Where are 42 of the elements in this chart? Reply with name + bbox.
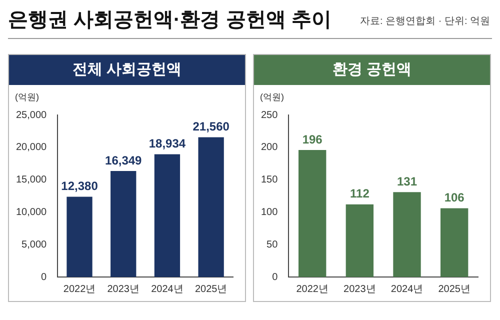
bar	[110, 171, 136, 277]
y-tick-label: 150	[260, 174, 278, 186]
data-label: 112	[350, 186, 370, 201]
chart-title: 전체 사회공헌액	[9, 55, 245, 85]
y-axis-title: (억원)	[15, 91, 39, 104]
data-label: 21,560	[192, 120, 230, 134]
text: 은행권 사회공헌액·환경 공헌액 추이	[8, 8, 332, 33]
chart-title: 환경 공헌액	[254, 55, 490, 85]
y-tick-label: 200	[260, 142, 278, 154]
x-tick-label: 2024년	[390, 284, 424, 295]
y-tick-label: 250	[260, 110, 278, 121]
y-tick-label: 0	[272, 272, 278, 283]
bar	[346, 204, 374, 277]
y-tick-label: 15,000	[16, 174, 48, 186]
y-tick-label: 10,000	[16, 206, 48, 218]
x-tick-label: 2022년	[63, 284, 96, 295]
bar	[66, 196, 92, 277]
x-tick-label: 2025년	[438, 284, 470, 295]
y-tick-label: 5,000	[22, 239, 48, 250]
text: 자료: 은행연합회 · 단위: 억원	[360, 15, 490, 28]
y-tick-label: 100	[260, 206, 278, 218]
data-label: 106	[444, 190, 465, 205]
x-tick-label: 2025년	[194, 284, 228, 295]
bar	[440, 208, 468, 277]
y-tick-label: 0	[41, 272, 48, 283]
data-label: 196	[302, 132, 323, 146]
data-label: 12,380	[61, 179, 98, 194]
y-axis-title: (억원)	[260, 91, 284, 104]
data-label: 16,349	[105, 153, 142, 168]
bar	[393, 192, 421, 277]
x-tick-label: 2023년	[344, 284, 376, 295]
x-tick-label: 2024년	[151, 284, 184, 295]
bar	[154, 154, 180, 277]
data-label: 18,934	[148, 136, 186, 151]
y-tick-label: 20,000	[16, 142, 48, 154]
x-tick-label: 2022년	[296, 284, 328, 295]
y-tick-label: 25,000	[16, 110, 48, 121]
data-label: 131	[396, 174, 418, 188]
y-tick-label: 50	[266, 239, 278, 250]
bar	[298, 150, 326, 277]
x-tick-label: 2023년	[107, 284, 140, 295]
bar	[198, 137, 224, 277]
